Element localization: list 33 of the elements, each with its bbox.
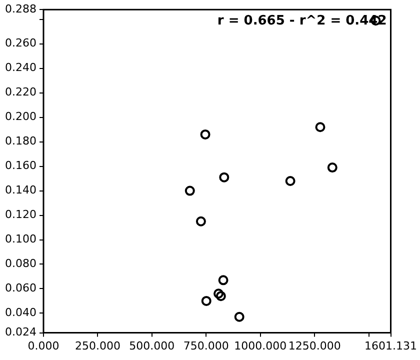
y-tick-label: 0.200 [4, 110, 36, 124]
point [196, 216, 206, 226]
y-tick-label: 0.260 [4, 36, 36, 50]
x-tick-label: 1250.000 [288, 339, 341, 352]
x-tick-label: 1601.131 [364, 339, 418, 352]
x-tick-label: 1000.000 [234, 339, 287, 352]
y-tick-label: 0.024 [4, 326, 36, 339]
y-tick-label: 0.040 [4, 306, 36, 320]
x-tick-label: 500.000 [129, 339, 175, 352]
point [285, 176, 296, 186]
y-tick-label: 0.120 [4, 208, 36, 222]
x-tick-label: 750.000 [183, 339, 229, 352]
y-tick-label: 0.180 [4, 134, 36, 148]
y-tick-label: 0.240 [4, 61, 36, 74]
point [327, 162, 338, 173]
point [218, 275, 228, 286]
point [214, 288, 224, 299]
y-tick-label: 0.220 [4, 86, 36, 99]
point [234, 312, 244, 322]
y-tick-label: 0.060 [4, 282, 36, 295]
point [315, 122, 326, 132]
x-tick-label: 250.000 [74, 339, 120, 352]
y-tick-label: 0.140 [4, 184, 36, 197]
y-tick-label: 0.100 [4, 232, 36, 246]
point [201, 296, 212, 306]
y-tick-label: 0.288 [4, 2, 36, 16]
point [200, 129, 210, 140]
x-tick-label: 0.000 [28, 339, 60, 352]
point [184, 186, 195, 196]
point [219, 172, 230, 182]
y-tick-label: 0.160 [4, 159, 36, 172]
point [216, 291, 226, 302]
y-tick-label: 0.080 [4, 257, 36, 270]
